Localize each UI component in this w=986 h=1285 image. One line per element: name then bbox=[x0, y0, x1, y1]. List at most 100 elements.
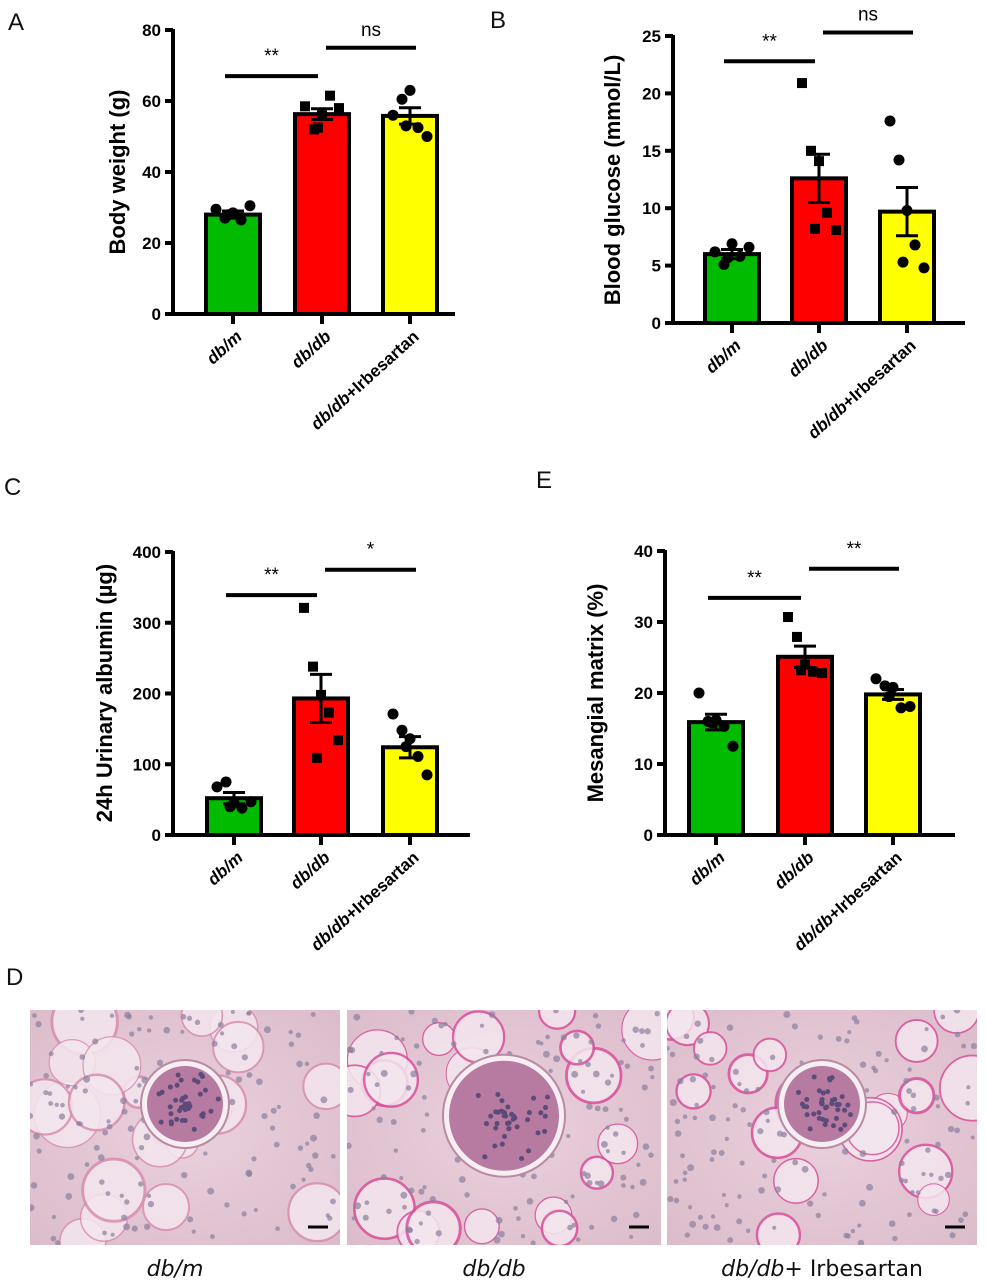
nucleus bbox=[110, 1232, 115, 1237]
data-point bbox=[210, 203, 222, 215]
nucleus bbox=[888, 1220, 896, 1227]
nucleus bbox=[379, 1050, 384, 1056]
tubule bbox=[752, 1037, 788, 1073]
nucleus bbox=[644, 1028, 651, 1035]
nucleus bbox=[669, 1099, 677, 1107]
nucleus bbox=[483, 1121, 489, 1127]
nucleus bbox=[811, 1111, 817, 1117]
tubule bbox=[917, 1183, 950, 1216]
tubule bbox=[212, 1020, 265, 1074]
nucleus bbox=[747, 1122, 752, 1128]
nucleus bbox=[724, 1136, 729, 1142]
nucleus bbox=[347, 1046, 354, 1053]
nucleus bbox=[601, 1141, 608, 1148]
nucleus bbox=[458, 1176, 466, 1183]
tubule bbox=[755, 1212, 802, 1245]
nucleus bbox=[501, 1113, 507, 1119]
tubule bbox=[30, 1078, 74, 1136]
nucleus bbox=[217, 1021, 224, 1028]
nucleus bbox=[683, 1033, 690, 1040]
nucleus bbox=[67, 1173, 75, 1181]
nucleus bbox=[544, 1094, 550, 1100]
data-point bbox=[893, 154, 905, 166]
nucleus bbox=[207, 1187, 215, 1195]
nucleus bbox=[839, 1094, 845, 1100]
nucleus bbox=[499, 1098, 505, 1104]
nucleus bbox=[526, 1148, 532, 1154]
y-tick-label: 30 bbox=[634, 613, 653, 632]
nucleus bbox=[820, 1090, 826, 1096]
nucleus bbox=[182, 1103, 188, 1109]
nucleus bbox=[380, 1069, 388, 1077]
x-label-rest: +Irbesartan bbox=[824, 848, 905, 924]
nucleus bbox=[553, 1010, 559, 1014]
nucleus bbox=[755, 1086, 761, 1092]
data-point bbox=[817, 668, 827, 679]
nucleus bbox=[697, 1037, 704, 1044]
nucleus bbox=[822, 1122, 828, 1128]
nucleus bbox=[921, 1045, 928, 1053]
nucleus bbox=[792, 1159, 799, 1166]
nucleus bbox=[123, 1223, 131, 1231]
nucleus bbox=[674, 1130, 682, 1137]
x-label-italic: db/db bbox=[771, 848, 818, 893]
nucleus bbox=[903, 1178, 908, 1184]
data-point bbox=[224, 801, 236, 813]
nucleus bbox=[697, 1214, 703, 1220]
nucleus bbox=[732, 1068, 739, 1075]
y-tick-label: 300 bbox=[133, 614, 161, 633]
nucleus bbox=[256, 1078, 263, 1086]
nucleus bbox=[553, 1055, 561, 1063]
nucleus bbox=[739, 1160, 745, 1166]
data-point bbox=[223, 209, 235, 221]
nucleus bbox=[48, 1051, 54, 1057]
tubule bbox=[537, 1010, 577, 1030]
nucleus bbox=[694, 1102, 699, 1108]
y-tick-label: 0 bbox=[644, 826, 653, 845]
nucleus bbox=[763, 1109, 770, 1116]
nucleus bbox=[251, 1156, 257, 1162]
significance-label: ** bbox=[264, 565, 279, 586]
nucleus bbox=[571, 1222, 577, 1228]
nucleus bbox=[566, 1133, 571, 1139]
nucleus bbox=[857, 1223, 862, 1228]
nucleus bbox=[186, 1103, 192, 1109]
nucleus bbox=[864, 1088, 870, 1093]
bar bbox=[381, 745, 439, 838]
nucleus bbox=[351, 1216, 356, 1221]
nucleus bbox=[173, 1097, 179, 1103]
nucleus bbox=[310, 1012, 316, 1017]
nucleus bbox=[138, 1181, 144, 1187]
nucleus bbox=[376, 1116, 383, 1124]
nucleus bbox=[354, 1202, 362, 1210]
nucleus bbox=[488, 1113, 494, 1119]
nucleus bbox=[80, 1016, 85, 1021]
micrograph-3: db/db+ Irbesartan bbox=[667, 1010, 977, 1282]
nucleus bbox=[818, 1100, 824, 1106]
nucleus bbox=[209, 1234, 215, 1240]
nucleus bbox=[195, 1079, 201, 1085]
nucleus bbox=[493, 1125, 499, 1131]
nucleus bbox=[230, 1010, 235, 1014]
nucleus bbox=[648, 1065, 655, 1072]
nucleus bbox=[147, 1201, 155, 1208]
nucleus bbox=[180, 1014, 187, 1020]
nucleus bbox=[199, 1073, 205, 1079]
nucleus bbox=[847, 1029, 852, 1035]
nucleus bbox=[531, 1095, 537, 1101]
y-tick-label: 15 bbox=[642, 142, 661, 161]
nucleus bbox=[30, 1204, 35, 1212]
nucleus bbox=[953, 1010, 961, 1014]
nucleus bbox=[709, 1114, 716, 1122]
x-tick-label: db/m bbox=[702, 336, 745, 377]
nucleus bbox=[935, 1104, 941, 1109]
nucleus bbox=[911, 1105, 917, 1112]
nucleus bbox=[592, 1070, 600, 1078]
nucleus bbox=[542, 1128, 548, 1134]
nucleus bbox=[156, 1059, 164, 1067]
nucleus bbox=[425, 1210, 432, 1216]
nucleus bbox=[921, 1171, 926, 1177]
nucleus bbox=[364, 1200, 370, 1206]
nucleus bbox=[842, 1122, 848, 1128]
